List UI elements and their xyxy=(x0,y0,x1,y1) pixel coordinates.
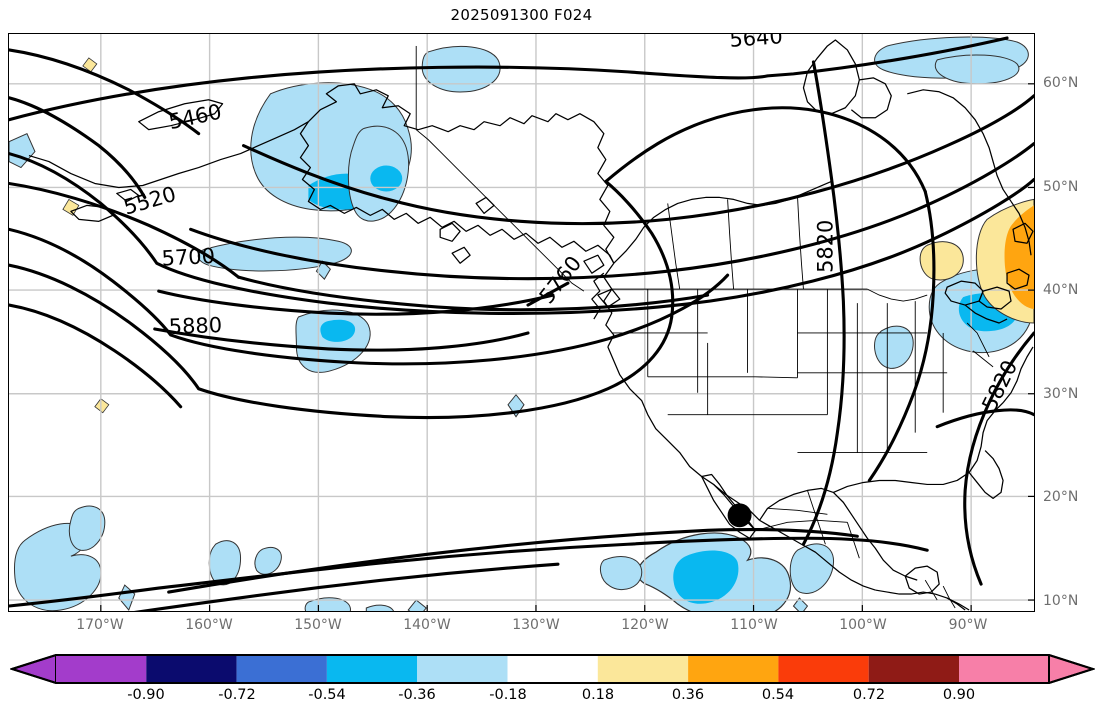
colorbar-tick-label: -0.18 xyxy=(489,687,527,703)
anomaly-patch-light xyxy=(507,393,525,418)
lat-tick-label: 10°N xyxy=(1043,593,1079,609)
colorbar-tick-label: -0.54 xyxy=(308,687,346,703)
lat-tick-label: 50°N xyxy=(1043,179,1079,195)
anomaly-patch-light xyxy=(254,546,282,575)
colorbar-outline xyxy=(10,654,1095,684)
anomaly-patch-light xyxy=(365,604,395,611)
contour-label-5700: 5700 xyxy=(161,244,216,271)
colorbar-over-arrow xyxy=(1048,654,1095,684)
map-canvas: 5640 5460 5520 5700 5760 5820 5820 5880 xyxy=(9,34,1034,611)
colorbar-tick-label: 0.18 xyxy=(581,687,615,703)
colorbar[interactable] xyxy=(10,654,1095,684)
lon-tick-label: 170°W xyxy=(76,617,124,633)
contour-label-5820: 5820 xyxy=(813,220,837,273)
map-plot-area[interactable]: 5640 5460 5520 5700 5760 5820 5820 5880 xyxy=(8,33,1035,612)
contour-label-5640: 5640 xyxy=(729,34,784,52)
political-borders-layer xyxy=(415,45,994,609)
anomaly-patch-light xyxy=(792,597,809,611)
contour-label-5880: 5880 xyxy=(168,313,222,339)
colorbar-canvas xyxy=(10,654,1095,684)
lat-tick-label: 30°N xyxy=(1043,386,1079,402)
anomaly-patch-yellow xyxy=(94,398,110,414)
colorbar-tick-label: -0.36 xyxy=(398,687,436,703)
anomaly-patch-light xyxy=(599,556,643,591)
anomaly-patch-light xyxy=(304,597,351,611)
anomaly-patch-light xyxy=(421,45,501,93)
lon-tick-label: 150°W xyxy=(294,617,342,633)
colorbar-tick-label: -0.90 xyxy=(127,687,165,703)
lat-tick-label: 20°N xyxy=(1043,489,1079,505)
colorbar-under-arrow xyxy=(10,654,57,684)
tropical-cyclone-marker[interactable] xyxy=(727,503,752,528)
contour-label-5460: 5460 xyxy=(167,100,224,135)
anomaly-patch-cyan xyxy=(370,165,403,192)
lon-tick-label: 130°W xyxy=(512,617,560,633)
colorbar-tick-label: 0.72 xyxy=(852,687,886,703)
contour-label-5820: 5820 xyxy=(977,357,1022,415)
lon-tick-label: 90°W xyxy=(948,617,988,633)
anomaly-patch-cyan xyxy=(673,550,739,604)
lon-tick-label: 110°W xyxy=(730,617,778,633)
graticule-gridlines xyxy=(9,34,1034,611)
figure-title: 2025091300 F024 xyxy=(450,6,593,24)
lat-tick-label: 60°N xyxy=(1043,75,1079,91)
colorbar-tick-label: 0.54 xyxy=(761,687,795,703)
colorbar-tick-label: 0.36 xyxy=(671,687,705,703)
lon-tick-label: 120°W xyxy=(621,617,669,633)
anomaly-patch-yellow xyxy=(919,241,964,281)
axis-ticks xyxy=(100,83,1034,611)
lon-tick-label: 100°W xyxy=(839,617,887,633)
anomaly-patch-cyan xyxy=(320,319,356,342)
anomaly-patch-light xyxy=(407,599,427,611)
anomaly-patch-light xyxy=(789,543,834,594)
anomaly-patch-light xyxy=(118,584,136,611)
anomaly-patch-light xyxy=(874,325,914,369)
height-contour-layer xyxy=(9,36,1034,611)
anomaly-patch-light xyxy=(934,54,1020,85)
anomaly-patch-light xyxy=(68,505,106,551)
anomaly-patch-yellow xyxy=(62,198,80,216)
lon-tick-label: 160°W xyxy=(185,617,233,633)
colorbar-swatches xyxy=(56,655,1050,683)
lat-tick-label: 40°N xyxy=(1043,282,1079,298)
lon-tick-label: 140°W xyxy=(403,617,451,633)
colorbar-tick-label: -0.72 xyxy=(218,687,256,703)
colorbar-tick-label: 0.90 xyxy=(942,687,976,703)
